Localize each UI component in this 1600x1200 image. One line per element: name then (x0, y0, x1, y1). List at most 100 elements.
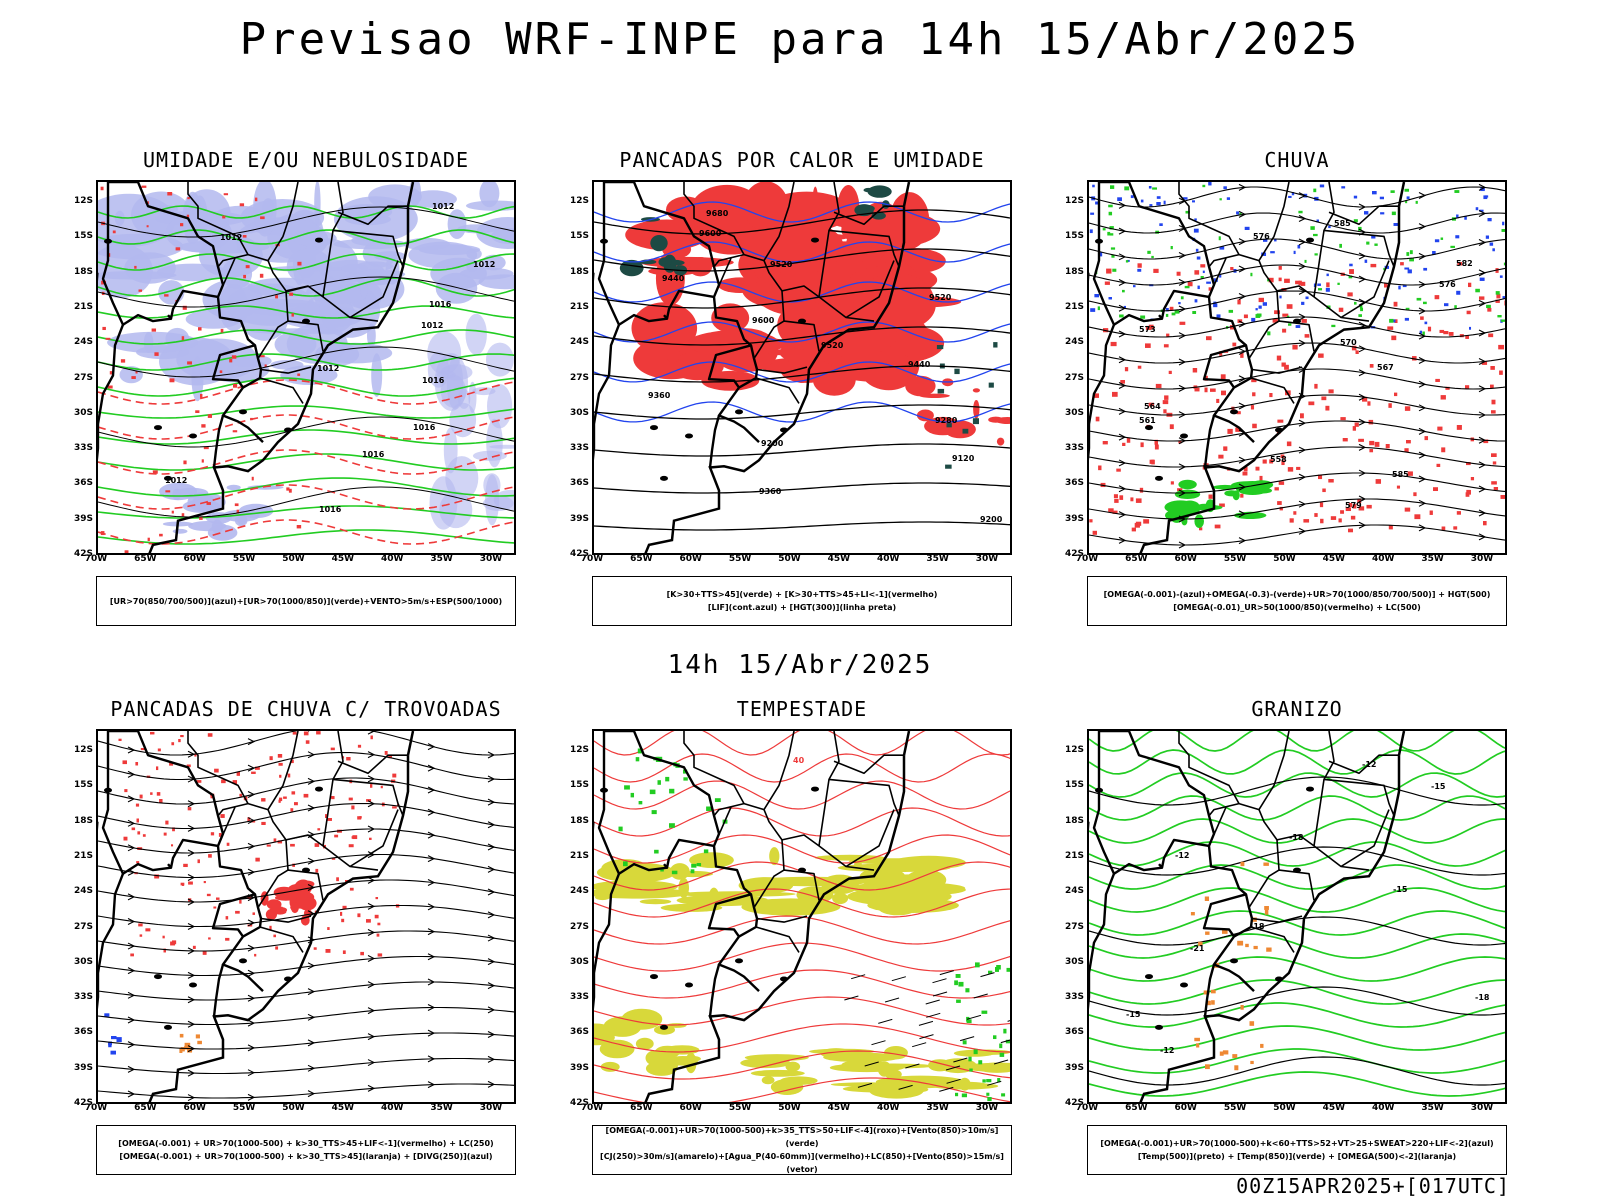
longitude-tick-label: 40W (877, 1103, 900, 1113)
latitude-tick-label: 39S (73, 513, 93, 524)
latitude-tick-label: 39S (569, 513, 589, 524)
latitude-tick-label: 30S (569, 956, 589, 967)
longitude-tick-label: 35W (1421, 1103, 1444, 1113)
latitude-tick-label: 21S (73, 301, 93, 312)
political-boundaries (1089, 731, 1406, 1102)
contour-label: 1012 (165, 476, 187, 485)
contour-label: -15 (1393, 885, 1408, 894)
political-boundaries (594, 182, 911, 553)
contour-label: -12 (1160, 1046, 1174, 1055)
forecast-panel-1: UMIDADE E/OU NEBULOSIDADE 1012 1012 1012 101… (74, 148, 516, 626)
latitude-tick-label: 39S (73, 1062, 93, 1073)
longitude-tick-label: 30W (975, 554, 999, 564)
latitude-tick-label: 24S (73, 886, 93, 897)
legend-line: [K>30+TTS>45](verde) + [K>30+TTS>45+LI<-… (666, 590, 938, 599)
longitude-tick-label: 65W (1125, 1103, 1148, 1113)
longitude-tick-label: 55W (728, 554, 752, 564)
latitude-tick-label: 42S (569, 549, 589, 559)
contour-label: 9440 (908, 360, 931, 369)
contour-label: 9600 (752, 316, 775, 325)
forecast-panel-3: CHUVA 585 576 582 576 573 570 567 564 561 558 585 57… (1065, 148, 1507, 626)
contour-label: 585 (1334, 219, 1351, 228)
contour-label: 1016 (429, 300, 452, 309)
legend-line: [OMEGA(-0.001) + UR>70(1000-500) + k>30_… (119, 1152, 493, 1161)
latitude-tick-label: 18S (569, 815, 589, 826)
panel-legend: [OMEGA(-0.001) + UR>70(1000-500) + k>30_… (96, 1125, 516, 1175)
latitude-tick-label: 21S (569, 850, 589, 861)
longitude-tick-label: 65W (630, 1103, 653, 1113)
longitude-tick-label: 55W (1223, 1103, 1247, 1113)
latitude-tick-label: 36S (73, 1027, 93, 1038)
longitude-tick-label: 40W (381, 1103, 404, 1113)
longitude-tick-label: 35W (430, 1103, 453, 1113)
map-canvas: 1012 1012 1012 1016 1012 1012 1016 1016 1016 1012… (98, 182, 514, 553)
longitude-tick-label: 45W (1322, 554, 1346, 564)
panel-title: PANCADAS DE CHUVA C/ TROVOADAS (110, 697, 502, 721)
latitude-tick-label: 30S (1064, 407, 1084, 418)
latitude-tick-label: 27S (73, 372, 93, 383)
latitude-tick-label: 27S (569, 921, 589, 932)
contour-label: 1012 (220, 233, 242, 242)
forecast-map: 1012 1012 1012 1016 1012 1012 1016 1016 1016 1012… (96, 180, 516, 555)
forecast-map: -12 -15 -18 -12 -15 -18 -21 -18 -15 -12 (1087, 729, 1507, 1104)
longitude-tick-label: 45W (827, 554, 851, 564)
forecast-field-overlay: 9680 9600 9520 9440 9520 9600 9520 9440 9360 9280… (594, 182, 1010, 531)
latitude-tick-label: 18S (1064, 815, 1084, 826)
contour-label: 9120 (952, 454, 975, 463)
latitude-tick-label: 15S (569, 231, 589, 242)
contour-label: 1016 (319, 505, 342, 514)
latitude-tick-label: 27S (1064, 372, 1084, 383)
longitude-tick-label: 45W (1322, 1103, 1346, 1113)
contour-label: -18 (1289, 833, 1304, 842)
latitude-tick-label: 33S (1064, 992, 1084, 1003)
contour-label: 576 (1253, 232, 1270, 241)
latitude-tick-label: 39S (1064, 513, 1084, 524)
run-time-footer: 00Z15APR2025+[017UTC] (1236, 1174, 1510, 1198)
longitude-tick-label: 55W (232, 1103, 256, 1113)
panel-legend: [K>30+TTS>45](verde) + [K>30+TTS>45+LI<-… (592, 576, 1012, 626)
contour-label: 9360 (648, 391, 671, 400)
contour-label: -12 (1175, 851, 1189, 860)
longitude-tick-label: 35W (430, 554, 453, 564)
longitude-tick-label: 30W (479, 1103, 503, 1113)
longitude-tick-label: 60W (679, 554, 702, 564)
map-canvas: -12-15-18-12-15-18-21-18-15-12 (1089, 731, 1505, 1102)
longitude-tick-label: 65W (134, 1103, 157, 1113)
latitude-tick-label: 15S (73, 231, 93, 242)
political-boundaries (594, 731, 911, 1102)
political-boundaries (98, 731, 415, 1102)
political-boundaries (1089, 182, 1406, 553)
map-canvas: 9680 9600 9520 9440 9520 9600 9520 9440 9360 9280… (594, 182, 1010, 553)
contour-label: 40 (793, 756, 805, 765)
longitude-tick-label: 50W (282, 554, 305, 564)
forecast-panel-4: PANCADAS DE CHUVA C/ TROVOADAS 12S 15S 18S 2… (74, 697, 516, 1175)
panel-legend: [OMEGA(-0.001)+UR>70(1000-500)+k<60+TTS>… (1087, 1125, 1507, 1175)
latitude-tick-label: 39S (569, 1062, 589, 1073)
legend-line: [OMEGA(-0.001)-(azul)+OMEGA(-0.3)-(verde… (1103, 590, 1491, 599)
forecast-panel-2: PANCADAS POR CALOR E UMIDADE 9680 9600 9520… (570, 148, 1012, 626)
longitude-tick-label: 70W (84, 1103, 108, 1113)
latitude-tick-label: 33S (569, 992, 589, 1003)
latitude-tick-label: 15S (73, 780, 93, 791)
panel-title: PANCADAS POR CALOR E UMIDADE (619, 148, 985, 172)
contour-label: 1016 (422, 376, 445, 385)
latitude-tick-label: 33S (1064, 443, 1084, 454)
longitude-tick-label: 45W (331, 554, 355, 564)
forecast-panel-5: TEMPESTADE 40 12S 15S 18S 21S 24S 27S 30S 33S 36S 3… (570, 697, 1012, 1175)
forecast-time-label: 14h 15/Abr/2025 (667, 650, 933, 680)
main-title: Previsao WRF-INPE para 14h 15/Abr/2025 (239, 14, 1361, 65)
panel-title: TEMPESTADE (736, 697, 868, 721)
latitude-tick-label: 42S (1064, 1098, 1084, 1108)
contour-label: 9600 (699, 229, 722, 238)
latitude-tick-label: 15S (1064, 231, 1084, 242)
forecast-map: 585 576 582 576 573 570 567 564 561 558 585 579 (1087, 180, 1507, 555)
latitude-tick-label: 12S (1064, 745, 1084, 755)
longitude-tick-label: 35W (1421, 554, 1444, 564)
forecast-field-overlay: 585 576 582 576 573 570 567 564 561 558 585 579 (1089, 182, 1505, 549)
latitude-tick-label: 30S (569, 407, 589, 418)
latitude-tick-label: 42S (73, 549, 93, 559)
map-canvas: 40 (594, 731, 1010, 1102)
latitude-tick-label: 24S (73, 337, 93, 348)
longitude-tick-label: 35W (926, 554, 949, 564)
longitude-tick-label: 40W (877, 554, 900, 564)
